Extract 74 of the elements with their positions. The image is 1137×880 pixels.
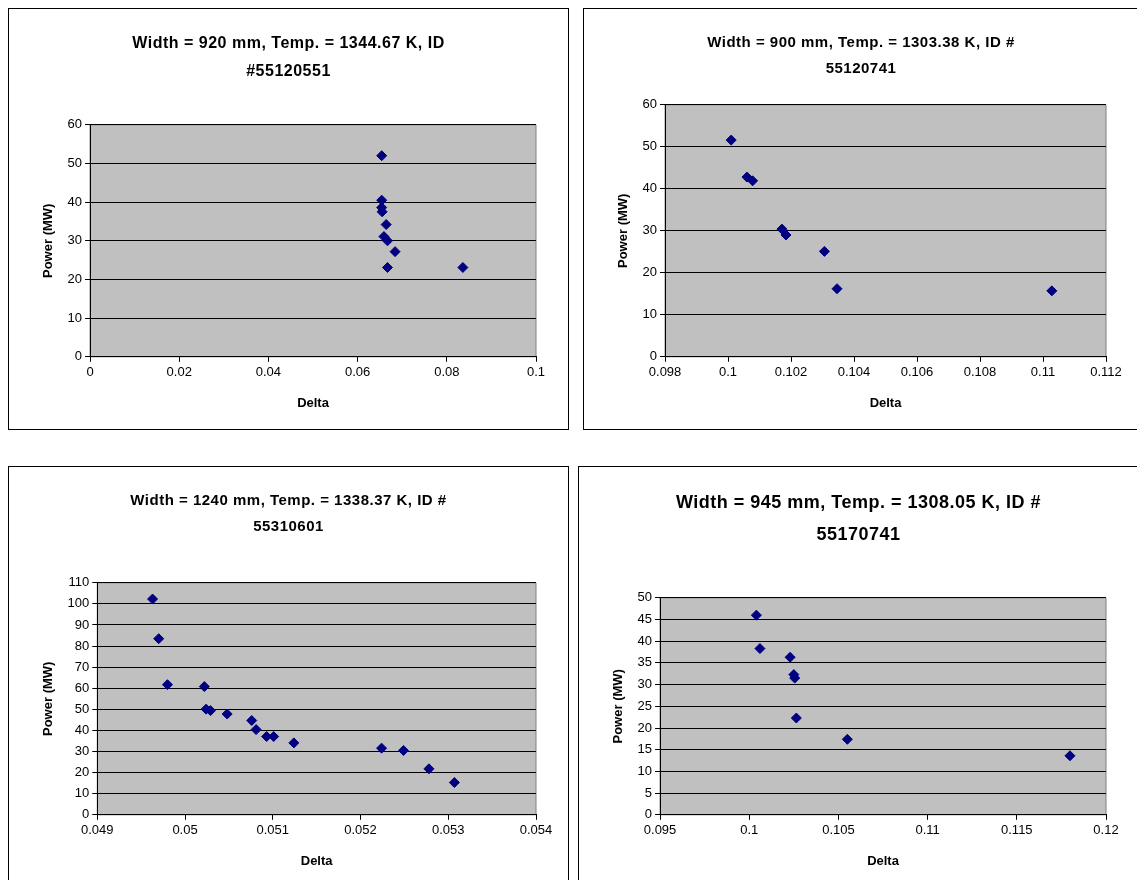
- y-tick-label: 70: [74, 658, 90, 674]
- x-tick-label: 0.115: [1001, 822, 1033, 838]
- chart-title: Width = 900 mm, Temp. = 1303.38 K, ID # 55120741: [706, 32, 1016, 79]
- y-tick-label: 90: [74, 616, 90, 632]
- chart-title: Width = 945 mm, Temp. = 1308.05 K, ID # 55170741: [674, 491, 1043, 546]
- x-tick-label: 0.054: [519, 822, 553, 838]
- y-tick-label: 100: [67, 595, 90, 611]
- y-tick-label: 25: [637, 697, 653, 713]
- x-tick-label: 0.102: [774, 364, 808, 380]
- y-axis-title: Power (MW): [615, 193, 631, 268]
- x-tick-label: 0.06: [344, 364, 371, 380]
- y-tick-label: 50: [637, 589, 653, 605]
- y-tick-label: 10: [637, 762, 653, 778]
- y-tick-label: 20: [637, 719, 653, 735]
- y-tick-label: 20: [642, 264, 658, 280]
- y-tick-label: 110: [68, 574, 90, 590]
- y-axis-title: Power (MW): [610, 669, 626, 744]
- x-tick-label: 0.11: [915, 822, 940, 838]
- y-tick-label: 30: [67, 232, 83, 248]
- x-tick-label: 0.051: [256, 822, 290, 838]
- y-tick-label: 5: [644, 784, 653, 800]
- y-tick-label: 50: [642, 138, 658, 154]
- x-tick-label: 0.052: [344, 822, 377, 838]
- x-axis-title: Delta: [869, 394, 903, 410]
- y-tick-label: 40: [67, 193, 83, 209]
- y-tick-label: 80: [74, 637, 90, 653]
- y-tick-label: 15: [637, 741, 653, 757]
- x-tick-label: 0.105: [822, 822, 855, 838]
- y-tick-label: 50: [74, 700, 90, 716]
- y-tick-label: 45: [637, 611, 653, 627]
- x-tick-label: 0.053: [431, 822, 465, 838]
- x-axis-title: Delta: [867, 852, 900, 868]
- x-tick-label: 0.108: [963, 364, 997, 380]
- x-tick-label: 0.02: [166, 364, 192, 380]
- x-tick-label: 0.106: [900, 364, 934, 380]
- x-tick-label: 0.098: [648, 364, 682, 380]
- x-axis-title: Delta: [300, 852, 334, 868]
- x-tick-label: 0.12: [1093, 822, 1119, 838]
- y-tick-label: 30: [642, 222, 658, 238]
- x-tick-label: 0.104: [837, 364, 871, 380]
- y-tick-label: 40: [642, 180, 658, 196]
- y-tick-label: 0: [74, 348, 83, 364]
- x-tick-label: 0.05: [172, 822, 198, 838]
- y-axis-title: Power (MW): [40, 661, 56, 736]
- x-tick-label: 0.1: [740, 822, 759, 838]
- y-tick-label: 10: [67, 309, 83, 325]
- chart-title: Width = 1240 mm, Temp. = 1338.37 K, ID # 55310601: [129, 490, 448, 537]
- x-tick-label: 0.11: [1030, 364, 1056, 380]
- y-tick-label: 0: [82, 806, 90, 822]
- y-tick-label: 30: [637, 676, 653, 692]
- y-tick-label: 0: [649, 348, 658, 364]
- x-tick-label: 0.1: [719, 364, 738, 380]
- y-tick-label: 10: [74, 785, 90, 801]
- x-axis-title: Delta: [297, 394, 330, 410]
- x-tick-label: 0.04: [255, 364, 282, 380]
- y-tick-label: 0: [644, 806, 653, 822]
- y-tick-label: 40: [637, 632, 653, 648]
- y-tick-label: 60: [642, 96, 658, 112]
- x-tick-label: 0.049: [81, 822, 114, 838]
- y-tick-label: 10: [642, 306, 658, 322]
- y-axis-title: Power (MW): [40, 203, 56, 278]
- y-tick-label: 20: [67, 271, 83, 287]
- x-tick-label: 0.112: [1090, 364, 1122, 380]
- y-tick-label: 60: [67, 116, 83, 132]
- y-tick-label: 50: [67, 155, 83, 171]
- x-tick-label: 0.095: [643, 822, 677, 838]
- x-tick-label: 0.1: [526, 364, 546, 380]
- y-tick-label: 30: [74, 743, 90, 759]
- y-tick-label: 40: [74, 722, 90, 738]
- x-tick-label: 0.08: [434, 364, 460, 380]
- y-tick-label: 20: [74, 764, 90, 780]
- chart-title: Width = 920 mm, Temp. = 1344.67 K, ID #55120551: [131, 33, 446, 81]
- y-tick-label: 35: [637, 654, 653, 670]
- y-tick-label: 60: [74, 679, 90, 695]
